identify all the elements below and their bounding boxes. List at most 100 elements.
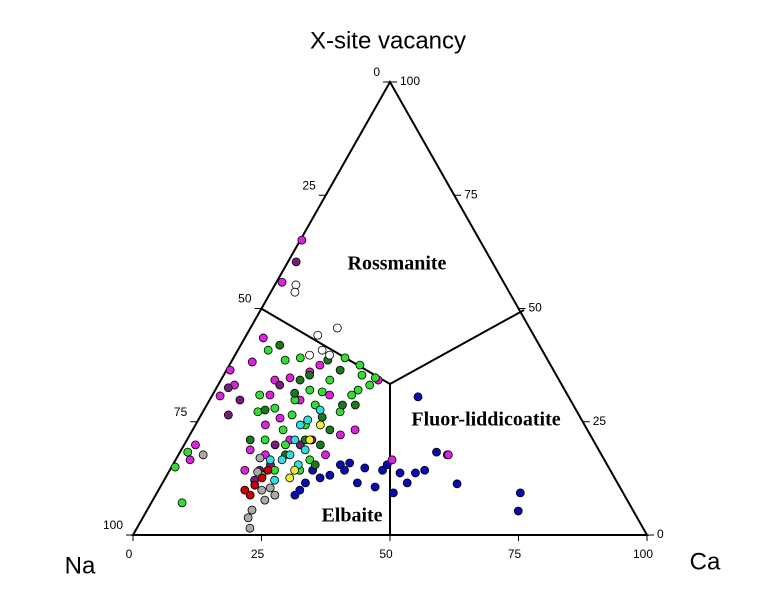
field-label: Fluor-liddicoatite [411,409,560,431]
data-point [350,425,360,435]
data-point [347,390,357,400]
data-point [245,435,255,445]
data-point [280,355,290,365]
data-point [355,360,365,370]
data-point [317,387,327,397]
data-point [513,506,523,516]
data-point [305,350,314,360]
data-point [388,488,398,498]
data-point [317,412,327,422]
data-point [413,392,423,402]
data-point [303,415,313,425]
na-tick-label: 100 [103,518,123,532]
data-point [260,495,270,505]
data-point [223,383,233,393]
left-axis-title: Na [65,552,96,579]
data-point [257,485,267,495]
data-point [247,357,257,367]
data-point [305,435,315,445]
data-point [452,479,462,489]
data-point [335,365,345,375]
data-point [265,483,275,493]
data-point [245,490,255,500]
data-point [350,400,360,410]
data-point [325,470,335,480]
data-point [240,465,250,475]
data-point [402,478,412,488]
data-point [301,478,310,488]
na-tick-label: 75 [174,405,188,419]
data-point [290,287,300,297]
data-point [290,388,300,398]
data-point [305,455,315,465]
data-point [290,490,300,500]
data-point [432,447,441,457]
vacancy-tick-label: 100 [400,74,420,88]
data-point [332,323,342,333]
data-point [353,385,363,395]
data-point [260,435,270,445]
data-point [260,420,270,430]
data-point [270,490,280,500]
data-point [325,425,335,435]
vacancy-tick-label: 50 [529,301,543,315]
ca-tick-label: 25 [251,547,265,561]
data-point [245,445,255,455]
data-point [240,485,250,495]
data-point [325,350,335,360]
data-point [285,473,295,483]
data-point [395,468,405,478]
data-point [275,413,285,423]
data-point [295,375,305,385]
na-tick-label: 50 [238,292,252,306]
data-point [255,390,265,400]
data-point [258,333,268,343]
data-point [278,425,288,435]
data-point [270,440,280,450]
data-point [335,430,345,440]
data-point [411,468,420,478]
data-point [253,407,263,417]
data-point [247,505,257,515]
data-point [263,465,273,475]
ca-tick-label: 50 [379,547,393,561]
data-point [291,257,301,267]
data-point [295,353,305,363]
data-point [315,473,325,483]
data-point [310,460,320,470]
data-point [270,403,280,413]
data-point [191,440,200,450]
vacancy-tick-label: 0 [657,527,664,541]
data-point [305,385,315,395]
data-point [277,455,287,465]
data-point [287,410,297,420]
data-point [243,513,253,523]
vacancy-tick-label: 75 [464,187,478,201]
data-point [277,277,287,287]
data-point [183,447,193,457]
data-point [370,482,380,492]
data-point [315,360,325,370]
na-tick-label: 25 [302,178,316,192]
data-point [270,475,280,485]
data-point [198,450,208,460]
data-point [340,353,350,363]
data-point [275,380,285,390]
data-point [325,375,335,385]
data-point [170,462,180,472]
data-point [315,420,325,430]
data-point [325,390,335,400]
data-point [378,465,387,475]
right-axis-title: Ca [690,548,721,575]
ca-tick-label: 100 [633,547,653,561]
data-point [315,440,325,450]
field-label: Elbaite [321,505,382,527]
data-point [285,450,295,460]
field-boundary [261,308,525,386]
na-tick-label: 0 [373,65,380,79]
data-point [291,280,301,290]
data-point [290,435,300,445]
data-point [321,450,330,460]
ca-tick-label: 75 [508,547,522,561]
